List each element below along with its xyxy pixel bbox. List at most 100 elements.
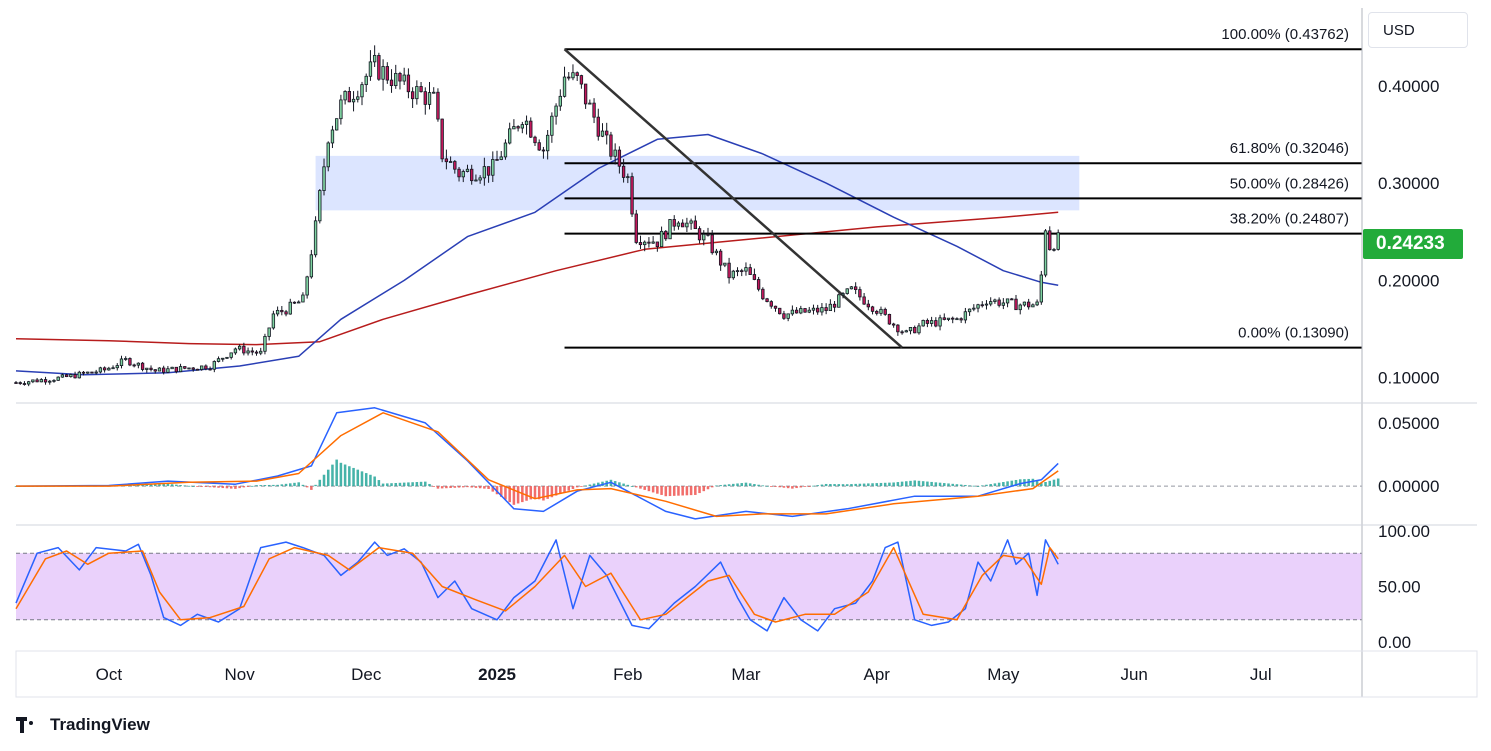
macd-histogram-bar [930,481,933,487]
candle-down [102,367,107,371]
axes: 0.400000.300000.200000.100000.050000.000… [15,8,1478,698]
candle-up [967,308,972,313]
candle-down [208,368,212,371]
candle-down [634,213,638,243]
candle-down [516,126,520,129]
candle-up [267,327,271,337]
macd-histogram-bar [183,485,187,487]
macd-histogram-bar [871,483,874,487]
time-axis-tick-label: Jul [1250,665,1272,684]
candle-up [659,230,664,248]
candle-down [486,166,491,176]
macd-histogram-bar [187,485,191,487]
macd-histogram-bar [411,482,414,487]
candle-up [613,149,617,157]
macd-histogram-bar [1044,482,1047,487]
candle-down [537,142,541,151]
macd-histogram-bar [196,486,199,487]
candle-up [339,99,343,120]
candle-down [664,230,668,240]
macd-histogram-bar [318,479,322,487]
stochastic-rsi-pane [15,539,1362,632]
macd-histogram-bar [677,486,680,496]
macd-histogram-bar [588,484,592,487]
macd-histogram-bar [246,486,250,487]
macd-histogram-bar [204,486,208,487]
macd-histogram-bar [1018,479,1022,487]
macd-histogram-bar [466,486,469,488]
candle-up [917,325,921,334]
macd-histogram-bar [727,484,731,487]
candle-down [672,219,676,227]
candle-up [145,367,149,370]
candle-down [90,371,94,374]
candle-up [288,301,292,315]
candle-down [854,286,858,291]
candle-up [491,159,495,176]
candle-up [702,233,706,241]
candle-up [807,309,811,313]
macd-histogram-bar [584,485,587,487]
time-axis-tick-label: Apr [864,665,891,684]
candle-up [938,317,942,327]
time-axis-tick-label: Jun [1120,665,1147,684]
macd-histogram-bar [997,482,1001,487]
candle-down [875,310,879,314]
macd-histogram-bar [736,483,739,487]
candle-down [765,298,769,302]
macd-histogram-bar [213,486,216,488]
macd-histogram-bar [229,486,233,489]
macd-histogram-bar [905,481,908,487]
candle-down [638,242,643,246]
macd-histogram-bar [571,486,575,490]
macd-histogram-bar [440,486,444,489]
macd-histogram-bar [145,484,149,487]
macd-histogram-bar [1031,478,1035,487]
macd-histogram-bar [301,484,305,487]
candlestick-series [14,45,1060,387]
candle-up [335,118,339,131]
macd-histogram-bar [331,464,334,487]
macd-histogram-bar [259,485,262,487]
macd-histogram-bar [985,484,988,487]
candle-down [803,308,807,313]
macd-histogram-bar [955,484,959,487]
macd-histogram-bar [525,486,528,501]
candle-up [77,371,81,379]
macd-histogram-bar [478,486,482,489]
macd-histogram-bar [516,486,520,504]
macd-histogram-bar [917,480,921,487]
tradingview-logo[interactable]: TradingView [16,712,150,738]
macd-histogram-bar [964,484,967,487]
macd-histogram-bar [559,486,562,494]
macd-histogram-bar [529,486,533,500]
candle-down [567,76,571,79]
candle-up [550,115,554,136]
stoch-axis-tick-label: 100.00 [1378,522,1430,541]
candle-down [81,371,86,374]
candle-up [31,379,35,383]
candle-up [351,98,356,103]
macd-histogram-bar [166,483,170,487]
candle-up [111,367,115,370]
candle-up [69,374,73,378]
candle-down [934,320,938,327]
candle-down [453,161,457,170]
candle-down [710,234,714,254]
macd-histogram-bar [807,486,811,487]
candle-up [908,327,913,332]
tradingview-logo-icon [16,717,44,733]
macd-histogram-bar [141,484,144,487]
candle-up [364,75,368,86]
currency-selector[interactable]: USD [1368,12,1468,48]
candle-up [714,250,719,254]
macd-histogram-bar [753,484,756,487]
macd-histogram-bar [791,486,794,489]
candle-up [828,303,833,312]
candle-down [693,220,697,230]
candle-down [254,351,259,354]
candle-up [465,168,470,172]
macd-histogram-bar [744,482,748,487]
candle-down [980,304,984,307]
